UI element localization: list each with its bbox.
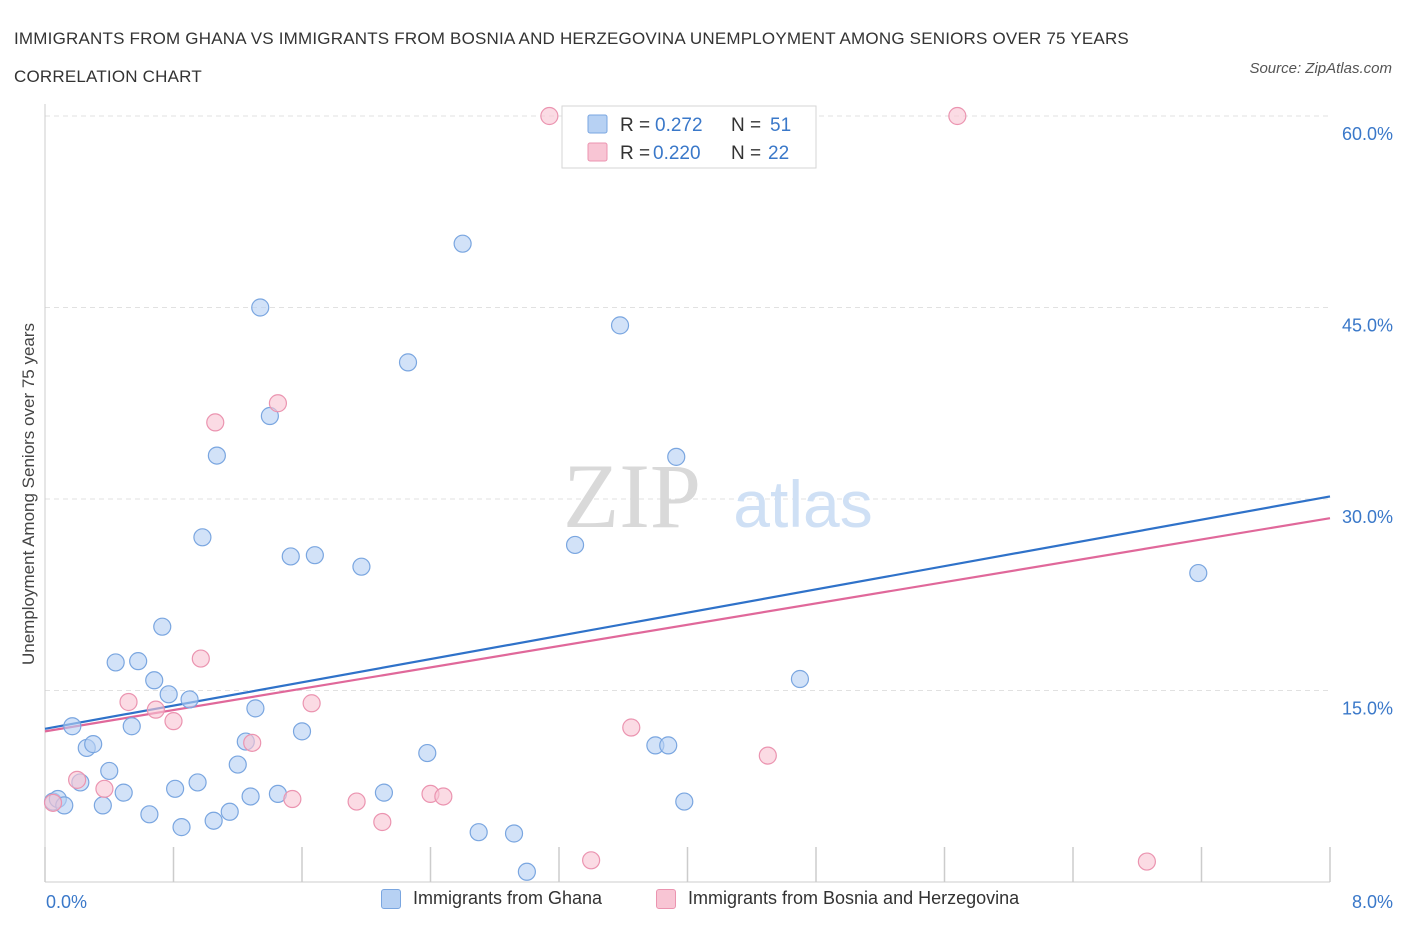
point-ghana [180,690,199,709]
point-ghana [145,671,164,690]
point-ghana [610,316,630,335]
legend-r-label: R = [620,143,650,164]
point-ghana [153,617,172,636]
y-tick-label: 45.0% [1342,316,1393,336]
point-ghana [418,743,437,763]
point-ghana [204,811,223,830]
point-ghana [790,669,810,689]
point-ghana [504,824,524,843]
legend-label-ghana: Immigrants from Ghana [413,888,603,908]
trend-line-bosnia [44,517,1331,733]
point-bosnia [243,733,262,752]
point-bosnia [68,770,87,789]
point-ghana [374,783,394,802]
legend-r-value: 0.220 [653,143,701,164]
point-ghana [93,796,112,815]
legend-swatch-bosnia [587,142,608,162]
correlation-legend: R = 0.272 N = 51 R = 0.220 N = 22 [561,105,817,169]
point-ghana [659,736,678,755]
point-ghana [166,779,185,798]
legend-swatch-bosnia [656,888,676,909]
trend-lines [44,495,1331,733]
point-bosnia [95,779,114,798]
source-label: Source: ZipAtlas.com [1249,60,1392,77]
point-bosnia [268,394,288,413]
watermark-atlas: atlas [733,467,872,541]
point-bosnia [373,812,392,832]
point-ghana [63,717,82,736]
y-tick-label: 30.0% [1342,507,1393,527]
legend-r-value: 0.272 [655,115,703,136]
legend-item-bosnia: Immigrants from Bosnia and Herzegovina [656,888,1019,909]
data-points [43,106,1208,881]
y-axis-label: Unemployment Among Seniors over 75 years [19,323,38,665]
legend-n-value: 22 [768,143,789,164]
point-ghana [106,653,125,672]
point-bosnia [191,649,210,668]
point-ghana [193,528,212,547]
point-ghana [220,802,239,821]
point-ghana [251,298,270,317]
point-ghana [292,722,312,741]
legend-n-value: 51 [770,115,791,136]
point-bosnia [1137,852,1156,871]
point-ghana [281,547,300,566]
point-ghana [159,685,178,704]
chart-title: IMMIGRANTS FROM GHANA VS IMMIGRANTS FROM… [14,29,1129,86]
point-ghana [675,792,694,811]
point-bosnia [302,694,321,713]
point-ghana [1189,563,1208,583]
x-tick-label: 8.0% [1352,892,1393,912]
x-tick-label: 0.0% [46,892,87,912]
point-ghana [122,717,141,736]
legend-item-ghana: Immigrants from Ghana [381,888,602,909]
point-bosnia [119,692,138,712]
grid [45,115,1330,691]
trend-line-ghana [44,495,1331,730]
point-bosnia [347,792,366,811]
point-bosnia [164,712,183,731]
point-bosnia [948,106,967,126]
y-tick-label: 15.0% [1342,699,1393,719]
point-bosnia [283,789,302,809]
point-ghana [246,699,265,718]
watermark: ZIP atlas [563,445,873,547]
point-ghana [172,818,191,837]
y-tick-label: 60.0% [1342,124,1393,144]
point-ghana [469,823,488,842]
legend-swatch-ghana [381,888,401,909]
point-ghana [140,805,159,824]
point-ghana [84,735,103,754]
legend-n-label: N = [731,143,761,164]
point-bosnia [622,718,641,737]
point-ghana [129,652,148,671]
point-ghana [352,557,371,576]
point-ghana [207,446,226,465]
point-ghana [305,546,324,565]
point-ghana [398,353,418,372]
point-bosnia [146,700,165,719]
legend-swatch-ghana [587,114,608,134]
point-ghana [114,783,133,802]
legend-n-label: N = [731,115,761,136]
point-ghana [228,755,247,774]
point-bosnia [758,746,777,765]
point-ghana [667,447,686,466]
point-bosnia [540,106,559,126]
point-ghana [565,535,585,555]
axes: 15.0% 30.0% 45.0% 60.0% 0.0% 8.0% [44,104,1393,912]
legend-r-label: R = [620,115,650,136]
point-bosnia [434,787,453,806]
point-ghana [188,773,207,792]
point-ghana [241,787,260,806]
point-ghana [453,234,472,253]
point-bosnia [582,851,601,870]
point-ghana [517,862,536,881]
point-bosnia [206,413,225,432]
series-legend: Immigrants from Ghana Immigrants from Bo… [0,888,1406,918]
legend-label-bosnia: Immigrants from Bosnia and Herzegovina [688,888,1020,908]
point-ghana [100,761,119,781]
point-bosnia [43,793,63,812]
